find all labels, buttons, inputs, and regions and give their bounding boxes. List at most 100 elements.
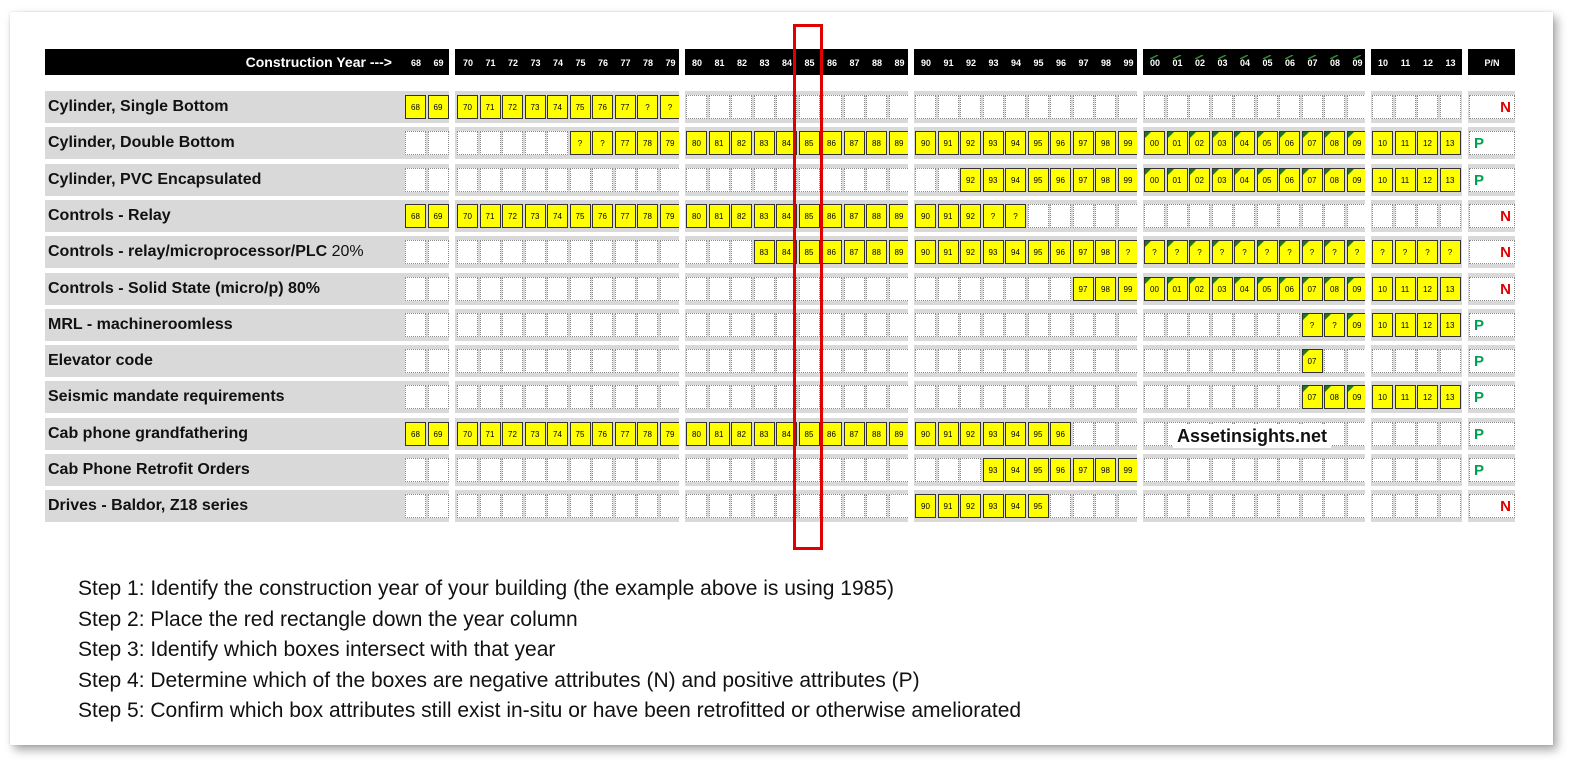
year-cell: 13 [1439, 312, 1461, 337]
year-header-09: 09 [1352, 58, 1363, 68]
year-cell [1211, 494, 1233, 519]
year-cell [1256, 494, 1278, 519]
year-cell [960, 349, 981, 374]
year-cell [888, 276, 910, 301]
year-cell: ? [1211, 240, 1233, 265]
year-cell [1324, 494, 1345, 519]
year-cell: 99 [1117, 167, 1139, 192]
year-cell: 00 [1144, 131, 1165, 156]
year-cell [1005, 276, 1026, 301]
year-cell: ? [592, 131, 613, 156]
pn-indicator: P [1469, 385, 1515, 410]
year-cell: 03 [1211, 276, 1233, 301]
year-header-86: 86 [826, 58, 837, 68]
year-cell [457, 349, 478, 374]
year-cell: 10 [1372, 276, 1393, 301]
year-header-94: 94 [1010, 58, 1021, 68]
year-cell: ? [569, 131, 591, 156]
year-cell: 74 [547, 95, 568, 119]
year-cell [1394, 95, 1416, 119]
year-cell [1166, 385, 1188, 410]
header-bar [45, 49, 1515, 75]
year-cell [457, 276, 478, 301]
year-cell: 87 [843, 203, 865, 228]
year-cell [821, 276, 842, 301]
year-cell [659, 385, 681, 410]
year-cell: 95 [1027, 458, 1049, 482]
year-cell: 93 [982, 167, 1004, 192]
year-cell: ? [1166, 240, 1188, 265]
year-cell [1279, 312, 1300, 337]
year-header-04: 04 [1239, 58, 1250, 68]
row-label-text: Cab phone grandfathering [48, 424, 248, 442]
year-cell [798, 385, 820, 410]
year-header-92: 92 [965, 58, 976, 68]
year-cell [1005, 349, 1026, 374]
year-cell [1394, 421, 1416, 446]
year-cell [1417, 349, 1438, 374]
year-cell [731, 240, 752, 265]
year-cell [592, 349, 613, 374]
year-cell [1439, 458, 1461, 482]
year-cell: 10 [1372, 385, 1393, 410]
year-cell [1144, 349, 1165, 374]
year-cell: 10 [1372, 131, 1393, 156]
year-cell: 75 [569, 421, 591, 446]
year-header-07: 07 [1307, 58, 1318, 68]
year-cell: 74 [547, 203, 568, 228]
year-cell [753, 494, 775, 519]
year-cell: 90 [915, 240, 936, 265]
year-cell: 92 [960, 421, 981, 446]
year-cell: 88 [866, 203, 887, 228]
selected-year-rectangle[interactable] [793, 24, 823, 550]
year-cell: 89 [888, 131, 910, 156]
year-cell [637, 276, 658, 301]
year-cell [1324, 349, 1345, 374]
year-cell [1439, 203, 1461, 228]
year-header-06: 06 [1284, 58, 1295, 68]
year-cell: ? [1439, 240, 1461, 265]
year-cell [524, 458, 546, 482]
year-cell [798, 458, 820, 482]
year-cell [1439, 349, 1461, 374]
year-cell: 84 [776, 240, 797, 265]
year-cell: 08 [1324, 385, 1345, 410]
year-header-00: 00 [1149, 58, 1160, 68]
year-cell [982, 95, 1004, 119]
year-header-80: 80 [691, 58, 702, 68]
year-cell [614, 167, 636, 192]
year-cell [1189, 95, 1210, 119]
year-cell [569, 385, 591, 410]
year-cell: 11 [1394, 276, 1416, 301]
year-header-76: 76 [597, 58, 608, 68]
year-cell: 80 [686, 131, 707, 156]
year-cell: 72 [502, 203, 523, 228]
year-cell [866, 95, 887, 119]
year-cell [547, 385, 568, 410]
year-header-10: 10 [1377, 58, 1388, 68]
row-label-text: Elevator code [48, 352, 153, 370]
year-cell [937, 312, 959, 337]
year-cell: 77 [614, 203, 636, 228]
year-cell [1301, 95, 1323, 119]
year-cell [427, 240, 449, 265]
year-cell [502, 458, 523, 482]
pn-indicator: P [1469, 131, 1515, 156]
decade-tick [1239, 46, 1249, 60]
year-cell: 89 [888, 203, 910, 228]
year-cell: 79 [659, 131, 681, 156]
year-cell [843, 458, 865, 482]
year-cell [731, 458, 752, 482]
year-cell [1050, 95, 1071, 119]
year-cell [1394, 203, 1416, 228]
year-cell [457, 494, 478, 519]
year-cell [982, 349, 1004, 374]
year-header-12: 12 [1422, 58, 1433, 68]
year-cell: 79 [659, 203, 681, 228]
year-cell: 98 [1095, 240, 1116, 265]
year-cell: 80 [686, 421, 707, 446]
year-cell [614, 349, 636, 374]
year-cell [457, 167, 478, 192]
year-cell [915, 167, 936, 192]
pn-indicator: N [1469, 95, 1515, 119]
